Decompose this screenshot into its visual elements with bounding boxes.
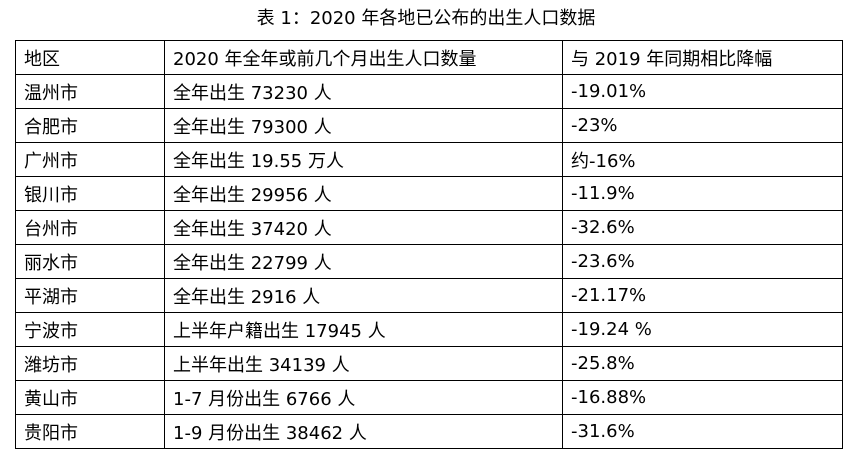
column-header-births: 2020 年全年或前几个月出生人口数量	[164, 40, 563, 75]
table-header-row: 地区 2020 年全年或前几个月出生人口数量 与 2019 年同期相比降幅	[15, 40, 843, 75]
cell-decline: -23.6%	[562, 244, 843, 279]
cell-region: 银川市	[15, 176, 165, 211]
cell-births: 全年出生 79300 人	[164, 108, 563, 143]
table-row: 台州市 全年出生 37420 人 -32.6%	[15, 210, 843, 245]
cell-decline: -19.01%	[562, 74, 843, 109]
cell-decline: -16.88%	[562, 380, 843, 415]
table-row: 温州市 全年出生 73230 人 -19.01%	[15, 74, 843, 109]
column-header-region: 地区	[15, 40, 165, 75]
cell-births: 全年出生 22799 人	[164, 244, 563, 279]
cell-region: 台州市	[15, 210, 165, 245]
cell-region: 宁波市	[15, 312, 165, 347]
cell-region: 广州市	[15, 142, 165, 177]
cell-region: 黄山市	[15, 380, 165, 415]
table-row: 平湖市 全年出生 2916 人 -21.17%	[15, 278, 843, 313]
cell-births: 1-7 月份出生 6766 人	[164, 380, 563, 415]
table-row: 广州市 全年出生 19.55 万人 约-16%	[15, 142, 843, 177]
table-row: 银川市 全年出生 29956 人 -11.9%	[15, 176, 843, 211]
cell-region: 丽水市	[15, 244, 165, 279]
table-row: 丽水市 全年出生 22799 人 -23.6%	[15, 244, 843, 279]
table-row: 合肥市 全年出生 79300 人 -23%	[15, 108, 843, 143]
table-caption: 表 1：2020 年各地已公布的出生人口数据	[256, 8, 596, 29]
cell-region: 温州市	[15, 74, 165, 109]
cell-births: 1-9 月份出生 38462 人	[164, 414, 563, 449]
birth-data-table: 地区 2020 年全年或前几个月出生人口数量 与 2019 年同期相比降幅 温州…	[15, 40, 843, 449]
cell-decline: -23%	[562, 108, 843, 143]
cell-births: 全年出生 2916 人	[164, 278, 563, 313]
cell-births: 全年出生 37420 人	[164, 210, 563, 245]
cell-region: 贵阳市	[15, 414, 165, 449]
cell-decline: -32.6%	[562, 210, 843, 245]
cell-births: 全年出生 29956 人	[164, 176, 563, 211]
table-row: 宁波市 上半年户籍出生 17945 人 -19.24 %	[15, 312, 843, 347]
cell-decline: -31.6%	[562, 414, 843, 449]
cell-region: 潍坊市	[15, 346, 165, 381]
column-header-decline: 与 2019 年同期相比降幅	[562, 40, 843, 75]
cell-decline: 约-16%	[562, 142, 843, 177]
cell-region: 平湖市	[15, 278, 165, 313]
cell-births: 上半年出生 34139 人	[164, 346, 563, 381]
cell-decline: -25.8%	[562, 346, 843, 381]
table-row: 贵阳市 1-9 月份出生 38462 人 -31.6%	[15, 414, 843, 449]
table-row: 黄山市 1-7 月份出生 6766 人 -16.88%	[15, 380, 843, 415]
cell-decline: -21.17%	[562, 278, 843, 313]
table-row: 潍坊市 上半年出生 34139 人 -25.8%	[15, 346, 843, 381]
cell-births: 全年出生 19.55 万人	[164, 142, 563, 177]
cell-decline: -19.24 %	[562, 312, 843, 347]
cell-births: 上半年户籍出生 17945 人	[164, 312, 563, 347]
cell-region: 合肥市	[15, 108, 165, 143]
cell-decline: -11.9%	[562, 176, 843, 211]
cell-births: 全年出生 73230 人	[164, 74, 563, 109]
